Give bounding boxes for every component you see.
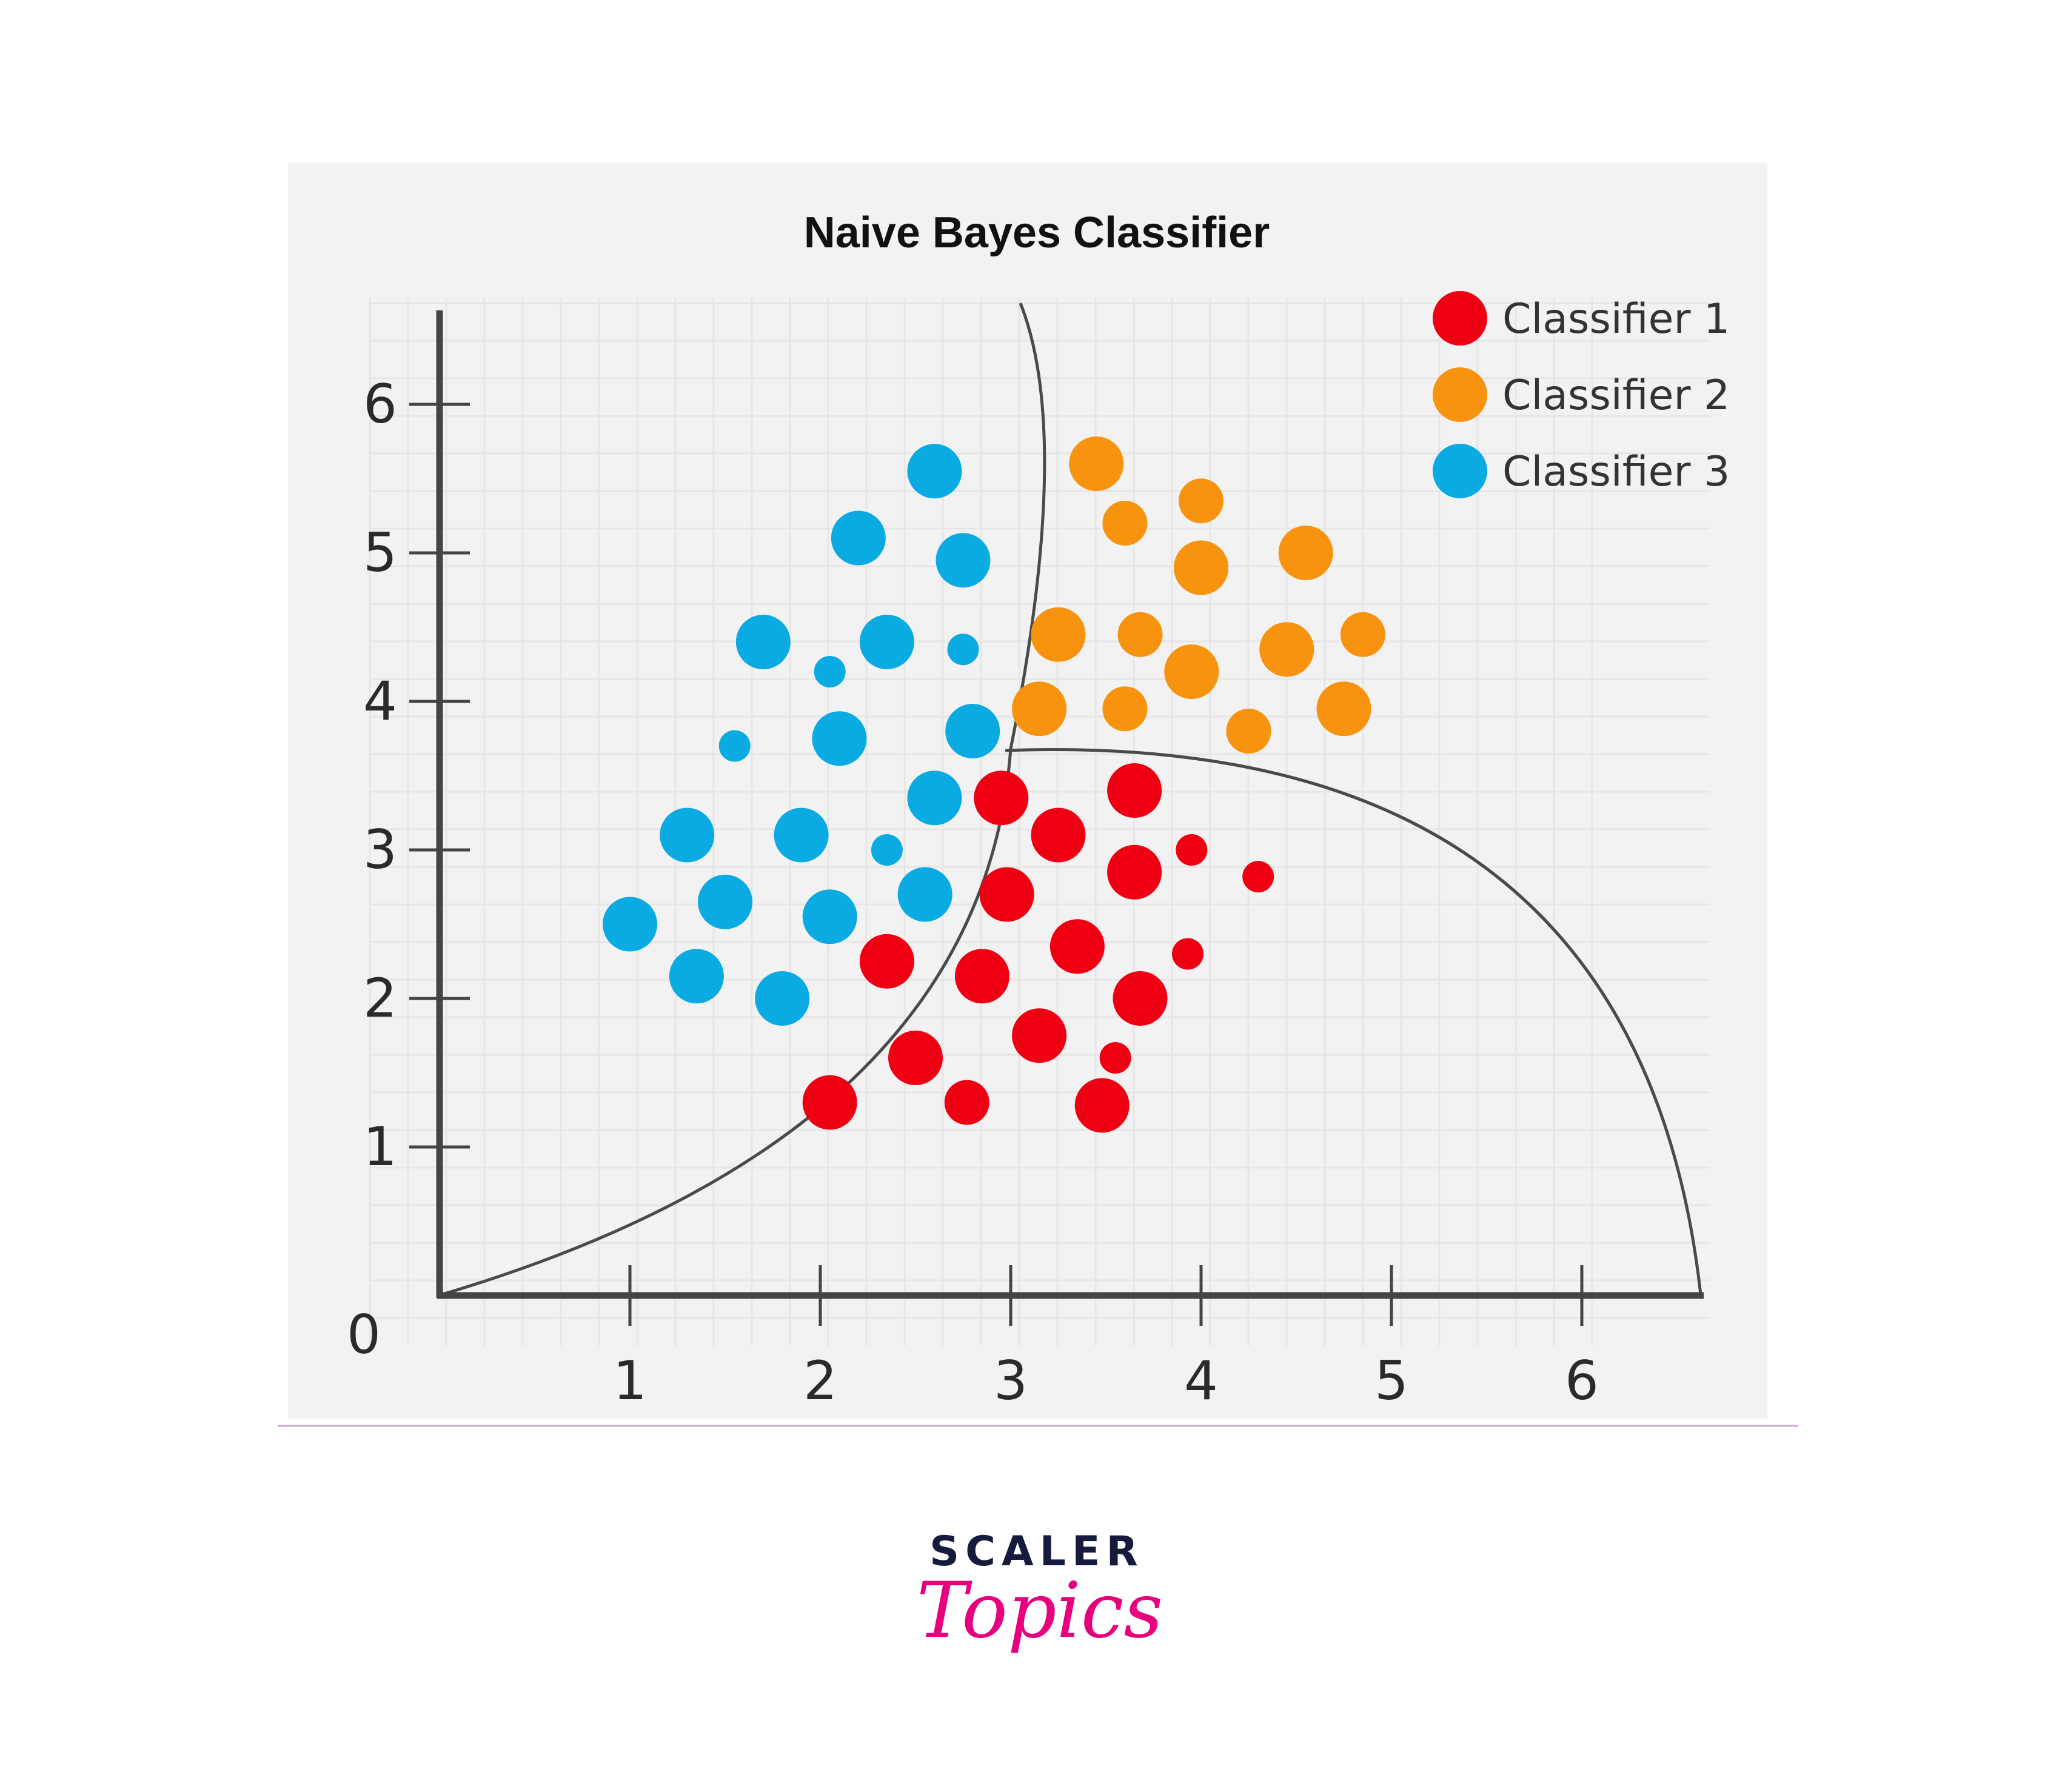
point-classifier-1 <box>1099 1042 1131 1074</box>
axes <box>436 310 1704 1299</box>
decision-boundary-upper <box>442 303 1046 1296</box>
point-classifier-1 <box>802 1075 857 1130</box>
point-classifier-1 <box>1012 1008 1067 1063</box>
point-classifier-2 <box>1102 501 1148 546</box>
point-classifier-1 <box>1049 919 1105 974</box>
point-classifier-3 <box>814 656 846 687</box>
x-tick-label: 1 <box>613 1349 647 1412</box>
y-tick-label: 4 <box>363 670 397 732</box>
point-classifier-2 <box>1226 709 1271 754</box>
point-classifier-2 <box>1012 681 1067 737</box>
legend-label: Classifier 3 <box>1502 448 1730 496</box>
point-classifier-1 <box>944 1080 989 1125</box>
point-classifier-3 <box>603 897 657 952</box>
point-classifier-1 <box>1172 938 1204 970</box>
point-classifier-3 <box>947 634 979 666</box>
legend-marker <box>1433 444 1487 498</box>
point-classifier-2 <box>1164 644 1219 699</box>
point-classifier-2 <box>1102 686 1148 732</box>
point-classifier-3 <box>936 533 991 588</box>
origin-label: 0 <box>347 1303 381 1366</box>
point-classifier-1 <box>974 771 1029 826</box>
point-classifier-3 <box>735 615 791 669</box>
point-classifier-2 <box>1340 612 1385 657</box>
y-tick-label: 6 <box>363 373 397 435</box>
point-classifier-3 <box>907 444 962 499</box>
y-tick-label: 1 <box>363 1115 397 1178</box>
point-classifier-2 <box>1259 622 1314 677</box>
point-classifier-2 <box>1031 607 1086 662</box>
point-classifier-1 <box>859 934 914 989</box>
point-classifier-3 <box>718 730 751 762</box>
point-classifier-1 <box>888 1031 943 1085</box>
point-classifier-1 <box>1107 844 1162 900</box>
point-classifier-3 <box>755 971 810 1026</box>
point-classifier-1 <box>1107 763 1162 818</box>
point-classifier-1 <box>1031 807 1086 863</box>
point-classifier-3 <box>669 949 724 1004</box>
chart-panel <box>288 162 1767 1419</box>
point-classifier-2 <box>1117 612 1163 657</box>
chart-title: Naive Bayes Classifier <box>804 209 1270 257</box>
legend-marker <box>1433 291 1487 346</box>
point-classifier-3 <box>945 704 1000 758</box>
y-tick-label: 5 <box>363 521 397 584</box>
point-classifier-3 <box>698 874 752 929</box>
legend: Classifier 1 Classifier 2 Classifier 3 <box>1433 291 1730 498</box>
x-tick-label: 4 <box>1184 1349 1218 1412</box>
point-classifier-1 <box>954 949 1009 1004</box>
brand-topics-text: Topics <box>917 1566 1163 1655</box>
legend-label: Classifier 2 <box>1502 372 1730 420</box>
point-classifier-3 <box>871 834 903 866</box>
point-classifier-3 <box>802 889 857 944</box>
point-classifier-3 <box>907 771 962 826</box>
point-classifier-3 <box>897 867 952 922</box>
point-classifier-1 <box>1242 861 1274 893</box>
y-tick-label: 3 <box>363 818 397 881</box>
decision-boundary-lower <box>1005 748 1702 1295</box>
point-classifier-2 <box>1069 436 1124 491</box>
point-classifier-2 <box>1179 478 1223 524</box>
point-classifier-2 <box>1316 681 1371 737</box>
x-tick-label: 6 <box>1565 1349 1599 1412</box>
x-tick-label: 2 <box>803 1349 837 1412</box>
point-classifier-3 <box>660 807 715 863</box>
axis-ticks: 1 2 3 4 5 6 1 2 3 4 5 6 0 <box>347 373 1599 1412</box>
point-classifier-1 <box>1176 834 1208 866</box>
point-classifier-2 <box>1278 526 1333 580</box>
point-classifier-1 <box>979 867 1034 922</box>
point-classifier-1 <box>1074 1078 1130 1133</box>
point-classifier-2 <box>1174 540 1228 595</box>
brand-scaler-text: SCALER <box>929 1528 1144 1576</box>
data-points <box>603 436 1385 1133</box>
x-tick-label: 3 <box>994 1349 1028 1412</box>
x-tick-label: 5 <box>1374 1349 1408 1412</box>
legend-marker <box>1433 367 1487 422</box>
legend-label: Classifier 1 <box>1502 295 1730 343</box>
point-classifier-3 <box>774 807 829 863</box>
point-classifier-3 <box>812 711 867 766</box>
point-classifier-3 <box>831 510 886 566</box>
point-classifier-3 <box>859 615 914 669</box>
y-tick-label: 2 <box>363 967 397 1029</box>
point-classifier-1 <box>1113 971 1168 1026</box>
